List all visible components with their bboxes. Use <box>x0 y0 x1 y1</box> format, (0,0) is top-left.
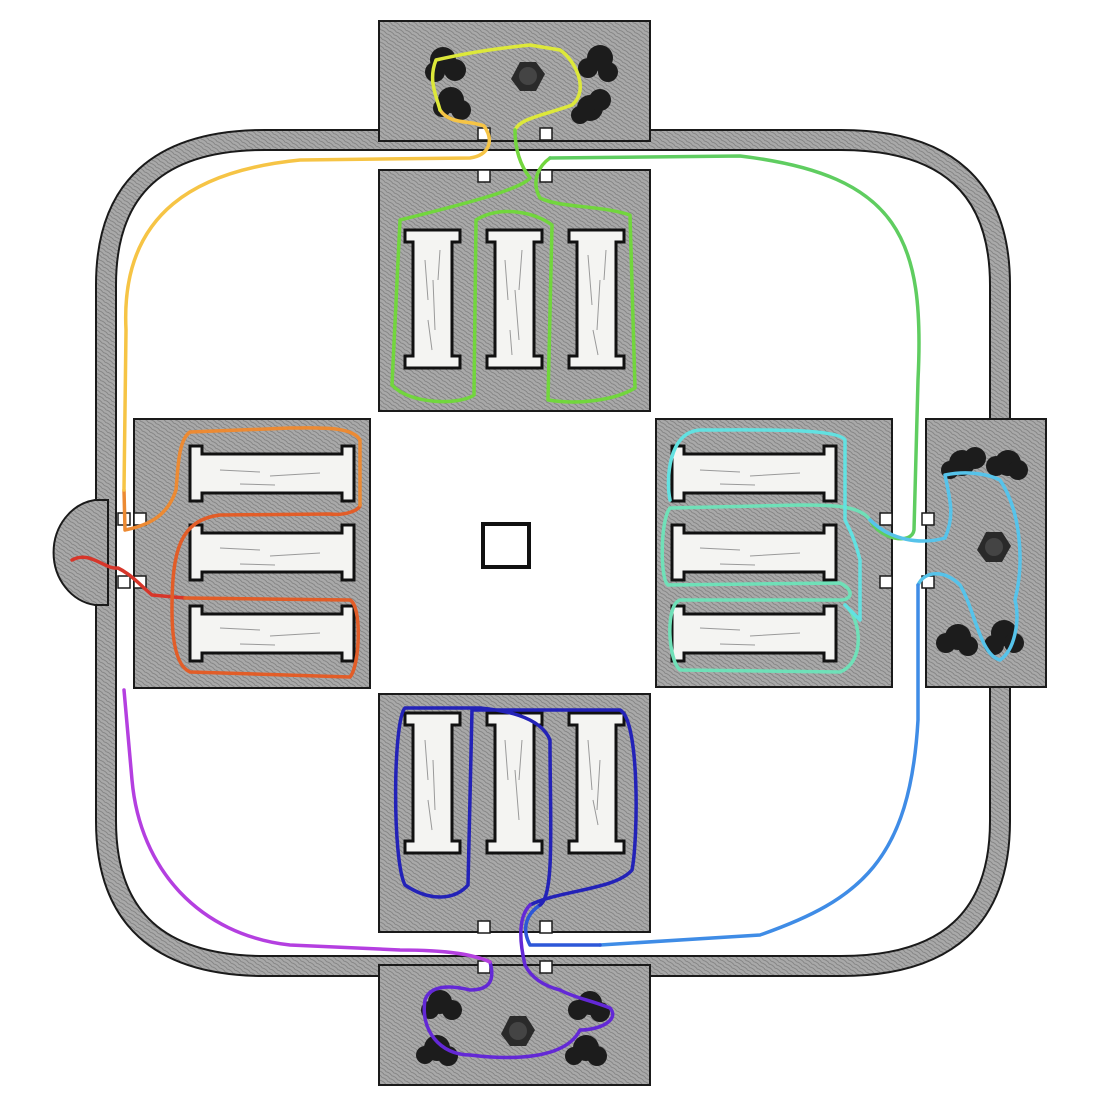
doorway-south-right-lower <box>539 960 553 974</box>
west-shelf-1 <box>188 444 356 503</box>
fountain-east <box>977 532 1011 562</box>
west-alcove-to-west-warehouse <box>70 555 187 600</box>
south-shelf-1 <box>403 711 462 855</box>
doorway-north-right-upper <box>539 127 553 141</box>
tree-east-se <box>936 624 978 656</box>
doorway-south-right-upper <box>539 920 553 934</box>
tree-south-se <box>565 1035 607 1066</box>
west-warehouse-upper <box>122 426 362 532</box>
south-shelf-3 <box>567 711 626 855</box>
tree-east-nw <box>986 450 1028 480</box>
ring-corridor-floor <box>97 131 1009 975</box>
north-shelf-1 <box>403 228 462 370</box>
tree-north-ne <box>578 45 618 82</box>
west-shelf-3 <box>188 604 356 663</box>
north-shelf-3-marks <box>587 249 607 356</box>
doorway-north-right-lower <box>539 169 553 183</box>
tree-south-nw <box>421 990 462 1020</box>
north-shelf-1-marks <box>424 249 441 351</box>
trajectory-layer <box>70 43 1022 1060</box>
north-shelf-2-marks <box>504 249 523 356</box>
fountains-layer <box>501 62 1011 1046</box>
west-shelf-2 <box>188 523 356 582</box>
east-warehouse-top <box>666 428 862 622</box>
ring-corridor <box>95 129 1011 977</box>
west-shelf-2-marks <box>219 547 321 566</box>
east-shelf-3-marks <box>699 627 801 646</box>
doorway-east-right-upper <box>921 512 935 526</box>
north-warehouse-loops <box>390 128 637 404</box>
doorways-layer <box>117 127 935 974</box>
south-shelf-2 <box>485 711 544 855</box>
south-shelf-1-marks <box>424 739 436 831</box>
south-warehouse-loops <box>393 706 638 907</box>
west-shelf-3-marks <box>219 627 321 646</box>
west-alcove <box>52 499 109 606</box>
doorway-east-left-upper <box>879 512 893 526</box>
south-shelf-2-marks <box>504 739 523 821</box>
south-ring-east <box>523 903 602 947</box>
east-warehouse-loops <box>660 503 872 674</box>
shelves-layer <box>188 228 838 855</box>
east-shelf-1-marks <box>699 469 801 486</box>
south-garden-loop <box>422 903 615 1060</box>
west-warehouse-lower <box>170 503 362 679</box>
west-shelf-1-marks <box>219 469 321 486</box>
north-garden-loop <box>430 43 582 132</box>
fountain-south <box>501 1016 535 1046</box>
doorway-south-left-upper <box>477 920 491 934</box>
east-shelf-2 <box>670 523 838 582</box>
east-shelf-2-marks <box>699 547 801 566</box>
north-shelf-3 <box>567 228 626 370</box>
doorway-north-left-lower <box>477 169 491 183</box>
doorway-west-left-lower <box>117 575 131 589</box>
west-ring-south <box>122 688 492 964</box>
east-shelf-1 <box>670 444 838 503</box>
east-shelf-3 <box>670 604 838 663</box>
tree-north-se <box>571 89 611 124</box>
shelf-marks-layer <box>219 249 801 831</box>
south-shelf-3-marks <box>587 739 601 826</box>
west-ring-to-north-garden <box>122 108 491 492</box>
doorway-east-left-lower <box>879 575 893 589</box>
north-shelf-2 <box>485 228 544 370</box>
fountain-north <box>511 62 545 91</box>
east-ring-south <box>598 583 920 947</box>
east-garden-loop <box>868 471 1022 662</box>
central-pillar <box>481 522 531 569</box>
tree-north-sw <box>433 87 471 120</box>
